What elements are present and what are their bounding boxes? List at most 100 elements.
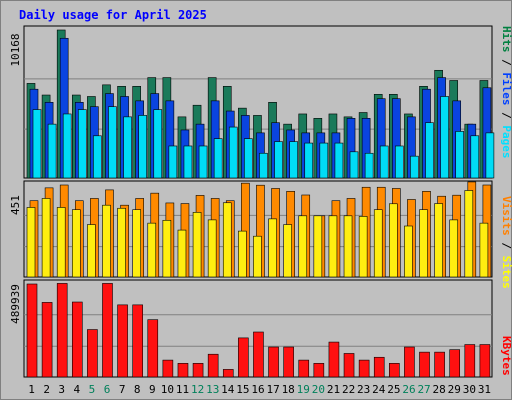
pages-bar-day-24 [379,145,389,179]
chart-title: Daily usage for April 2025 [19,8,207,22]
sites-bar-day-2 [41,198,51,278]
pages-bar-day-17 [274,141,283,179]
kbytes-bar-day-26 [404,346,415,378]
kbytes-panel: 489939 KBytes [9,279,512,378]
pages-bar-day-1 [32,109,42,179]
pages-bar-day-30 [470,135,480,179]
day-label-6: 6 [104,383,111,396]
y-max-label: 10168 [9,33,22,66]
kbytes-bar-day-22 [343,353,355,378]
legend-separator: / [500,106,512,126]
day-label-2: 2 [43,383,50,396]
sites-bar-day-1 [26,207,36,278]
pages-bar-day-31 [485,132,495,179]
pages-bar-day-10 [168,145,178,179]
sites-bar-day-24 [373,209,383,278]
kbytes-bar-day-12 [192,363,204,378]
legend-entry-pages: Pages [500,125,512,158]
pages-bar-day-16 [259,152,268,179]
day-label-13: 13 [206,383,219,396]
sites-bar-day-30 [464,190,474,278]
sites-bar-day-23 [358,216,368,278]
day-label-28: 28 [433,383,446,396]
pages-bar-day-4 [77,109,87,179]
legend-separator: / [500,53,512,73]
hits-files-pages-panel: 10168 Hits / Files / Pages [9,25,512,179]
sites-bar-day-11 [177,229,187,278]
pages-bar-day-11 [183,145,193,179]
day-label-20: 20 [312,383,325,396]
legend-entry-hits: Hits [500,26,512,53]
pages-bar-day-14 [228,126,238,179]
pages-bar-day-12 [198,145,208,179]
pages-bar-day-22 [349,151,359,179]
sites-bar-day-4 [71,209,81,278]
sites-bar-day-14 [222,202,232,278]
pages-bar-day-19 [304,142,314,179]
sites-bar-day-7 [117,207,126,278]
day-label-22: 22 [342,383,355,396]
day-label-23: 23 [357,383,370,396]
sites-bar-day-17 [268,218,277,278]
kbytes-bar-day-17 [268,346,279,378]
pages-bar-day-20 [319,142,329,179]
sites-bar-day-12 [192,212,202,278]
kbytes-bar-day-14 [222,369,234,378]
day-label-27: 27 [417,383,430,396]
day-label-14: 14 [221,383,235,396]
sites-bar-day-18 [283,224,292,278]
day-label-11: 11 [176,383,189,396]
kbytes-bar-day-10 [162,359,174,378]
day-label-26: 26 [402,383,415,396]
kbytes-bar-day-16 [253,331,264,378]
day-label-4: 4 [74,383,81,396]
legend-entry-visits: Visits [500,196,512,236]
kbytes-bar-day-20 [313,363,325,378]
legend-entry-sites: Sites [500,256,512,289]
pages-bar-day-6 [108,106,117,179]
day-label-31: 31 [478,383,491,396]
kbytes-bar-day-30 [464,344,476,378]
sites-bar-day-3 [56,207,66,278]
kbytes-bar-day-24 [373,356,385,378]
kbytes-bar-day-25 [389,363,400,378]
sites-bar-day-5 [87,224,96,278]
sites-bar-day-8 [132,209,141,278]
visits-sites-panel: 451 Visits / Sites [9,180,512,289]
day-label-25: 25 [387,383,400,396]
kbytes-bar-day-13 [207,353,219,378]
sites-bar-day-21 [328,215,338,278]
pages-bar-day-21 [334,142,344,179]
day-label-29: 29 [448,383,461,396]
day-label-30: 30 [463,383,476,396]
pages-bar-day-29 [455,131,465,179]
pages-bar-day-28 [440,96,449,179]
kbytes-bar-day-28 [434,351,445,378]
kbytes-bar-day-3 [56,283,68,378]
series-legend: Visits / Sites [500,196,512,289]
sites-bar-day-16 [253,235,262,278]
sites-bar-day-31 [479,222,489,278]
pages-bar-day-3 [62,113,72,179]
kbytes-bar-day-21 [328,341,340,378]
day-label-5: 5 [89,383,96,396]
pages-bar-day-27 [425,122,434,179]
pages-bar-day-9 [153,109,163,179]
legend-separator: / [500,236,512,256]
kbytes-bar-day-5 [87,329,98,378]
sites-bar-day-29 [449,219,459,278]
series-legend: Hits / Files / Pages [500,26,512,159]
kbytes-bar-day-27 [419,351,430,378]
day-label-15: 15 [236,383,249,396]
pages-bar-day-2 [47,123,57,179]
pages-bar-day-7 [123,116,132,179]
pages-bar-day-13 [213,138,223,179]
kbytes-bar-day-6 [102,283,113,378]
sites-bar-day-25 [389,203,398,278]
day-label-16: 16 [251,383,264,396]
sites-bar-day-27 [419,209,428,278]
series-legend: KBytes [500,336,512,376]
day-label-10: 10 [161,383,174,396]
pages-bar-day-8 [138,115,147,179]
kbytes-bar-day-8 [132,304,143,378]
